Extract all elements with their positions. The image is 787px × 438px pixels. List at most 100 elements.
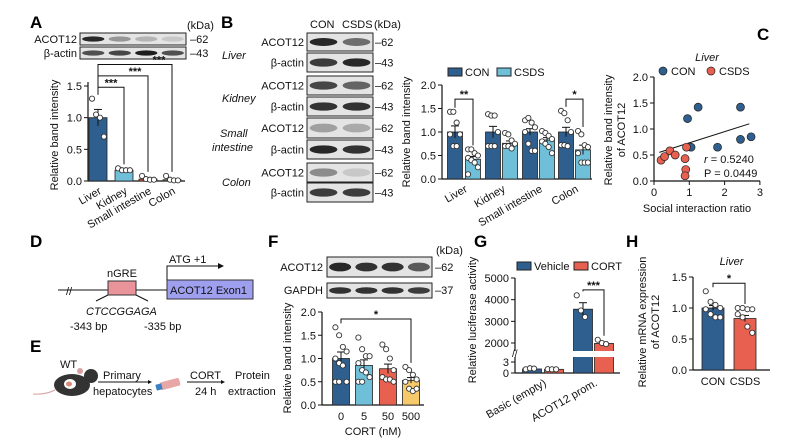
blot-band	[309, 81, 338, 90]
panel-label-f: F	[268, 232, 278, 251]
data-point	[362, 369, 369, 376]
blot-label: GAPDH	[284, 285, 323, 297]
blot-band	[309, 102, 338, 111]
bar-con-kidney	[485, 131, 501, 180]
data-point	[453, 143, 460, 150]
blot-band	[342, 38, 371, 46]
legend-label-con: CON	[671, 66, 696, 78]
blot-membrane	[306, 75, 374, 96]
data-point	[584, 159, 592, 166]
data-point	[366, 353, 373, 360]
data-point	[339, 343, 346, 350]
y-axis-label: Relative band intensity	[282, 302, 294, 413]
data-point	[402, 378, 409, 385]
data-point	[336, 378, 343, 385]
x-tick-label: CSDS	[730, 376, 761, 388]
axis-break-icon: //	[512, 349, 518, 360]
western-blot	[306, 182, 374, 203]
kda-marker: –43	[375, 58, 393, 70]
blot-band	[329, 262, 352, 272]
legend-marker-csds	[706, 66, 716, 76]
step2-label: CORT	[190, 370, 221, 382]
y-tick-label: 1.0	[672, 303, 687, 315]
step1-label: Primary	[103, 370, 141, 382]
y-tick-label: 3000	[485, 316, 509, 328]
data-point	[553, 366, 560, 373]
legend-marker-con	[658, 66, 668, 76]
y-tick-label: 1.0	[633, 124, 648, 136]
result-label: Protein	[235, 370, 270, 382]
western-blot	[306, 32, 374, 52]
kda-marker: –62	[375, 123, 393, 135]
data-point	[355, 334, 362, 341]
exon-label: ACOT12 Exon1	[170, 285, 247, 297]
kda-marker: –37	[435, 285, 453, 297]
data-point-csds	[670, 150, 680, 160]
data-point	[366, 374, 373, 381]
blot-band	[82, 50, 105, 56]
y-tick-label: 3	[503, 357, 509, 369]
lane-label: CSDS	[342, 19, 373, 31]
significance-label: ***	[129, 66, 143, 78]
mouse-label: WT	[60, 359, 77, 371]
data-point	[89, 95, 96, 102]
blot-label: β-actin	[271, 102, 304, 114]
blot-band	[309, 188, 338, 197]
kda-label: (kDa)	[436, 245, 463, 257]
blot-band	[342, 168, 371, 177]
y-axis-label: Relative luciferase activity	[467, 256, 479, 383]
western-blot	[79, 46, 187, 60]
data-point-con	[693, 102, 703, 112]
western-blot	[306, 117, 374, 139]
data-point	[474, 164, 482, 171]
break-mark: //	[66, 286, 73, 298]
blot-band	[309, 123, 338, 133]
data-point-csds	[680, 154, 690, 163]
data-point	[582, 313, 589, 321]
bar-cort-acot12-prom-	[594, 343, 614, 374]
y-tick-label: 0.5	[672, 334, 687, 346]
blot-band	[381, 262, 404, 272]
promoter-diagram: // nGRE CTCCGGAGA -343 bp -335 bp ACOT12…	[58, 254, 254, 333]
legend-swatch-cort	[573, 261, 589, 271]
significance-label: ***	[153, 54, 167, 66]
data-point	[494, 128, 502, 136]
data-point	[594, 336, 601, 343]
data-point	[379, 341, 386, 348]
tissue-label: Colon	[222, 177, 251, 189]
chart-c: 0.0 0.5 1.0 1.5 2.0 0 1 2 3 Social interaction ra…	[603, 52, 763, 215]
data-point	[577, 307, 584, 314]
kda-marker: –62	[375, 37, 393, 49]
tss-arrow-icon	[218, 263, 224, 269]
blot-band	[355, 287, 378, 294]
data-point	[548, 150, 556, 157]
significance-bracket	[454, 98, 474, 146]
blot-membrane	[326, 282, 433, 299]
mouse-icon	[32, 368, 98, 396]
significance-bracket	[340, 318, 412, 363]
blot-membrane	[306, 117, 374, 139]
r-value: = 0.5240	[708, 154, 754, 166]
kda-marker: –43	[375, 102, 393, 114]
kda-label: (kDa)	[374, 19, 401, 31]
data-point	[603, 341, 610, 348]
blot-label: β-actin	[44, 48, 77, 60]
bar-con-small-intestine	[522, 131, 538, 180]
data-point	[126, 167, 133, 174]
panel-label-e: E	[30, 337, 41, 356]
data-point	[474, 152, 482, 159]
data-point	[717, 304, 724, 312]
y-tick-label: 1.0	[301, 354, 316, 366]
step1-label: hepatocytes	[93, 386, 153, 398]
data-point	[332, 355, 339, 362]
x-tick-label: 3	[757, 187, 763, 199]
data-point	[359, 378, 366, 385]
data-point	[453, 119, 460, 126]
western-blot	[306, 75, 374, 96]
data-point	[707, 311, 714, 318]
data-point-con	[746, 132, 756, 142]
p-value: P = 0.0449	[704, 168, 757, 180]
data-point	[491, 112, 498, 119]
data-point	[564, 117, 571, 124]
ngre-end: -335 bp	[144, 321, 181, 333]
